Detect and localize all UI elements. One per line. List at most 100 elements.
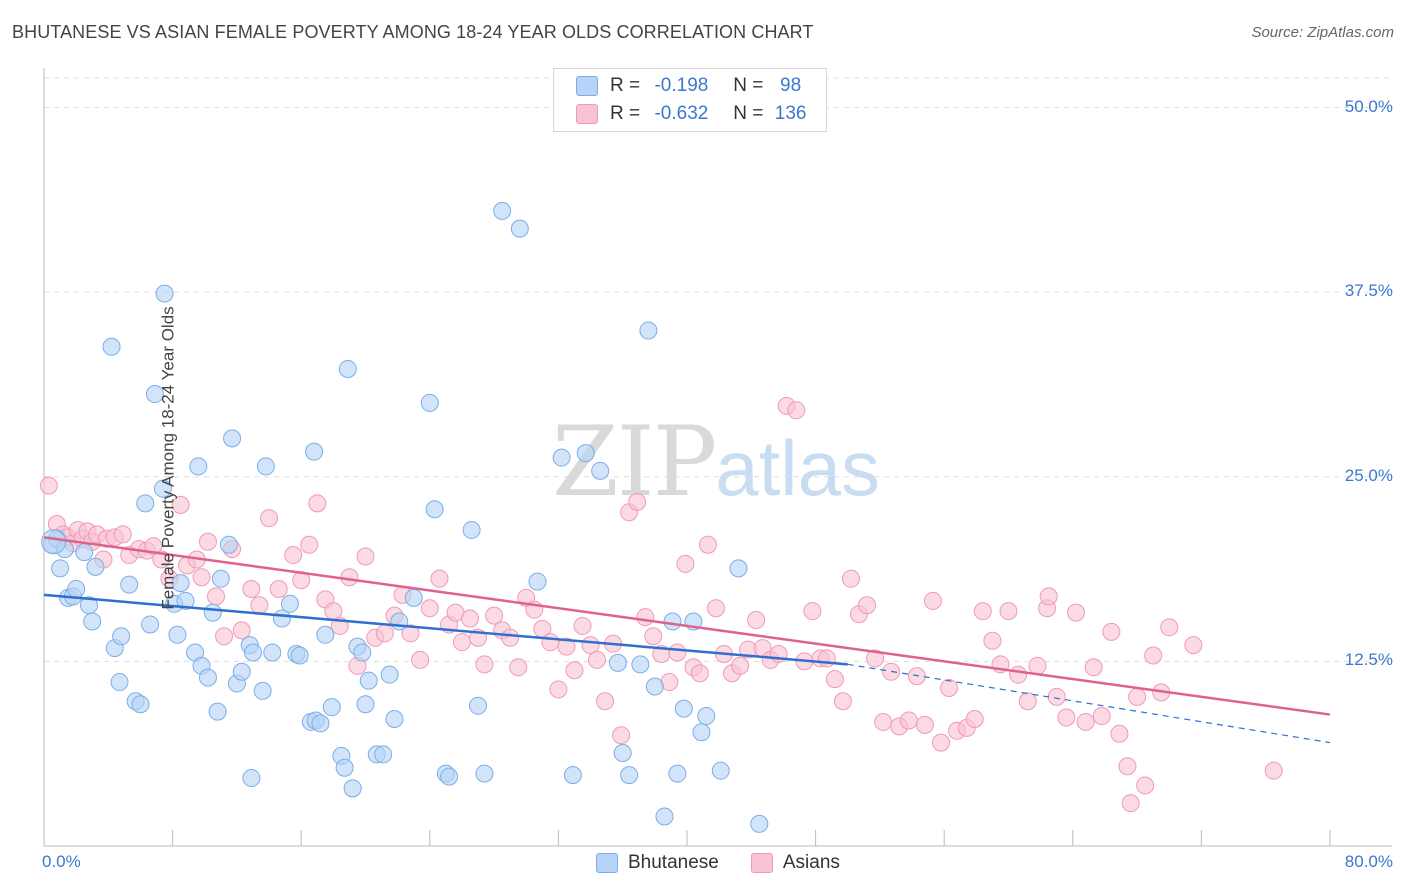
bhutanese-point: [120, 575, 139, 594]
asians-point: [1144, 646, 1163, 665]
asians-point: [841, 569, 860, 588]
bhutanese-point: [272, 609, 291, 628]
asians-legend-swatch: [750, 853, 773, 873]
bhutanese-point: [110, 673, 129, 692]
asians-point: [1264, 761, 1283, 780]
asians-point: [242, 580, 261, 599]
bhutanese-point: [305, 442, 324, 461]
y-axis-label: Female Poverty Among 18-24 Year Olds: [158, 306, 178, 610]
asians-point: [596, 692, 615, 711]
n-value: 98: [780, 75, 802, 96]
asians-point: [1076, 712, 1095, 731]
bhutanese-point: [203, 603, 222, 622]
asians-point: [1128, 687, 1147, 706]
bhutanese-point: [390, 612, 409, 631]
asians-point: [340, 568, 359, 587]
asians-point: [787, 401, 806, 420]
asians-point: [1118, 757, 1137, 776]
bhutanese-point: [631, 655, 650, 674]
r-label: R =: [610, 103, 641, 124]
series-legend: Bhutanese Asians: [596, 852, 840, 874]
asians-point: [300, 535, 319, 554]
asians-point: [587, 650, 606, 669]
asians-point: [1039, 587, 1058, 606]
bhutanese-trend-line: [43, 593, 848, 666]
asians-point: [973, 602, 992, 621]
bhutanese-swatch: [576, 76, 598, 96]
bhutanese-point: [41, 529, 67, 555]
trend-lines: [43, 536, 1331, 744]
asians-point: [430, 569, 449, 588]
asians-point: [940, 678, 959, 697]
bhutanese-point: [112, 627, 131, 646]
bhutanese-point: [697, 707, 716, 726]
asians-point: [284, 546, 303, 565]
asians-point: [501, 628, 520, 647]
asians-point: [931, 733, 950, 752]
bhutanese-point: [343, 779, 362, 798]
bhutanese-point: [655, 807, 674, 826]
asians-point: [375, 624, 394, 643]
source-label: Source: ZipAtlas.com: [1251, 24, 1394, 41]
y-tick-label: 25.0%: [1344, 465, 1393, 485]
bhutanese-point: [639, 321, 658, 340]
asians-point: [1184, 636, 1203, 655]
r-value: -0.632: [654, 103, 709, 124]
asians-point: [676, 554, 695, 573]
asians-point: [452, 633, 471, 652]
asians-point: [475, 655, 494, 674]
bhutanese-point: [380, 665, 399, 684]
bhutanese-point: [198, 668, 217, 687]
r-value: -0.198: [654, 75, 709, 96]
asians-point: [731, 656, 750, 675]
asians-point: [557, 637, 576, 656]
bhutanese-point: [356, 695, 375, 714]
bhutanese-point: [620, 766, 639, 785]
bhutanese-point: [425, 500, 444, 519]
bhutanese-point: [613, 743, 632, 762]
asians-point: [171, 495, 190, 514]
bhutanese-point: [674, 699, 693, 718]
bhutanese-point: [242, 769, 261, 788]
asians-point: [1057, 708, 1076, 727]
asians-points: [39, 396, 1283, 813]
asians-point: [573, 616, 592, 635]
bhutanese-point: [322, 698, 341, 717]
bhutanese-point: [462, 520, 481, 539]
bhutanese-point: [263, 643, 282, 662]
asians-point: [192, 568, 211, 587]
bhutanese-point: [711, 761, 730, 780]
asians-point: [198, 532, 217, 551]
bhutanese-point: [168, 625, 187, 644]
asians-point: [411, 650, 430, 669]
bhutanese-point: [591, 461, 610, 480]
asians-trend-line: [43, 536, 1331, 716]
x-tick-label-max: 80.0%: [1344, 852, 1393, 871]
bhutanese-point: [136, 494, 155, 513]
asians-point: [144, 537, 163, 556]
bhutanese-point: [692, 723, 711, 742]
bhutanese-point: [528, 572, 547, 591]
asians-point: [485, 606, 504, 625]
asians-point: [1028, 656, 1047, 675]
axes: [43, 68, 1392, 847]
bhutanese-point: [141, 615, 160, 634]
bhutanese-point: [440, 767, 459, 786]
asians-point: [113, 525, 132, 544]
asians-point: [1047, 687, 1066, 706]
bhutanese-point: [338, 359, 357, 378]
legend-bhutanese-label: Bhutanese: [628, 852, 719, 873]
asians-point: [1009, 665, 1028, 684]
bhutanese-point: [469, 696, 488, 715]
asians-point: [549, 680, 568, 699]
r-label: R =: [610, 75, 641, 96]
asians-point: [269, 580, 288, 599]
bhutanese-point: [102, 337, 121, 356]
bhutanese-point: [243, 643, 262, 662]
y-tick-label: 37.5%: [1344, 281, 1393, 301]
n-label: N =: [733, 103, 764, 124]
watermark-atlas: atlas: [715, 424, 880, 512]
asians-point: [628, 492, 647, 511]
asians-point: [1110, 724, 1129, 743]
bhutanese-point: [155, 284, 174, 303]
